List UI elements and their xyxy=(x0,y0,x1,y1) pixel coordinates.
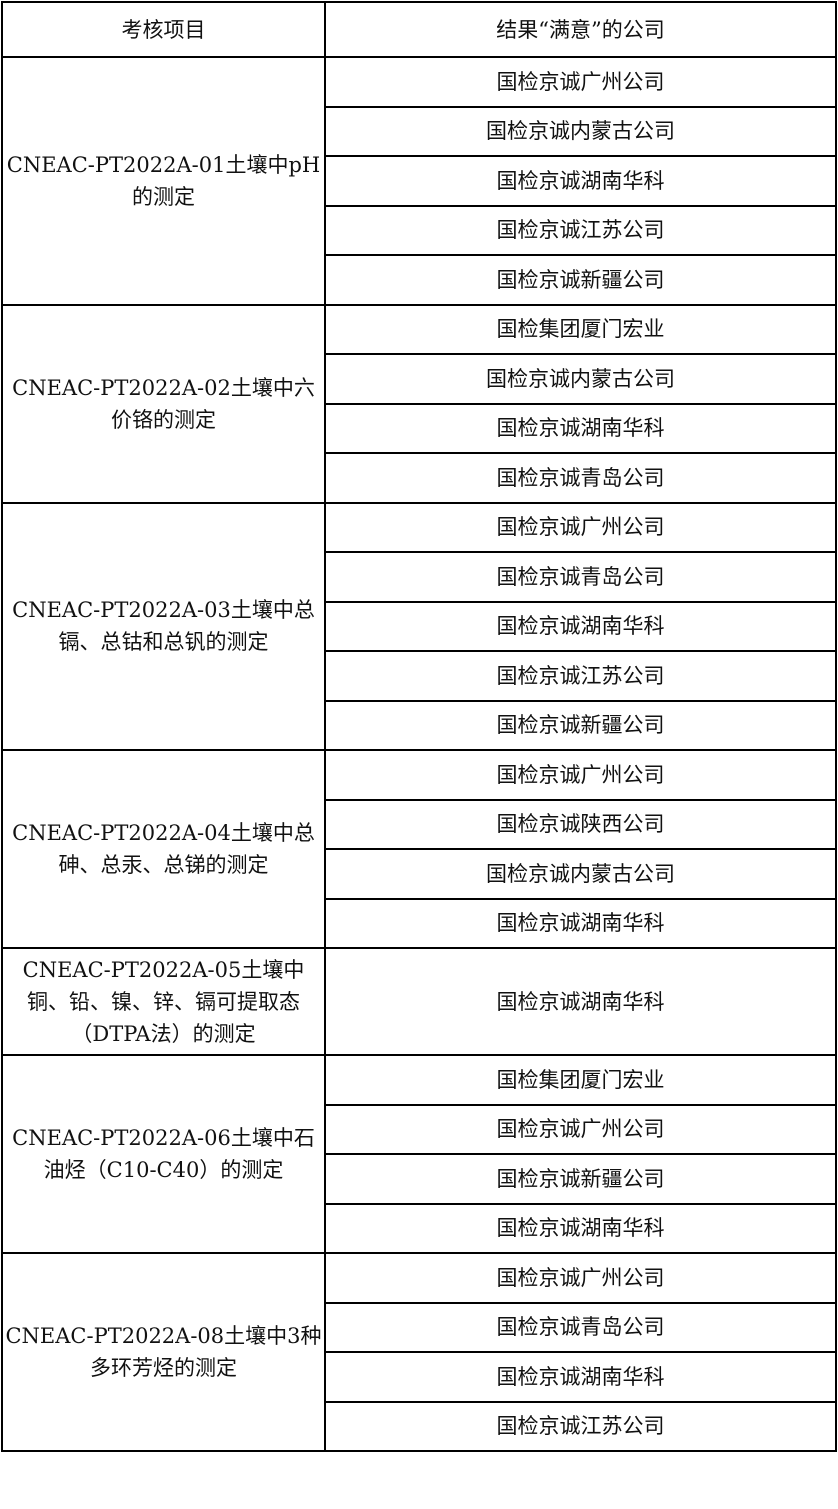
table-row: 国检京诚江苏公司 xyxy=(2,650,837,702)
table-row: 国检京诚青岛公司 xyxy=(2,452,837,504)
table-row: 国检京诚内蒙古公司 xyxy=(2,105,837,157)
table-row: 国检京诚湖南华科 xyxy=(2,600,837,652)
company-cell: 国检京诚内蒙古公司 xyxy=(324,105,837,157)
header-result: 结果“满意”的公司 xyxy=(324,1,837,58)
company-cell: 国检京诚湖南华科 xyxy=(324,155,837,207)
company-cell: 国检京诚广州公司 xyxy=(324,1103,837,1155)
table-row: 国检京诚湖南华科 xyxy=(2,1351,837,1403)
company-cell: 国检京诚青岛公司 xyxy=(324,452,837,504)
company-cell: 国检京诚湖南华科 xyxy=(324,402,837,454)
company-cell: 国检京诚新疆公司 xyxy=(324,1153,837,1205)
company-cell: 国检京诚内蒙古公司 xyxy=(324,353,837,405)
company-cell: 国检京诚湖南华科 xyxy=(324,1351,837,1403)
table-row: 国检京诚江苏公司 xyxy=(2,204,837,256)
company-cell: 国检京诚广州公司 xyxy=(324,1252,837,1304)
assessment-item: CNEAC-PT2022A-02土壤中六价铬的测定 xyxy=(1,303,326,504)
company-cell: 国检京诚新疆公司 xyxy=(324,254,837,306)
table-row: 国检京诚新疆公司 xyxy=(2,1153,837,1205)
table-row: 国检京诚内蒙古公司 xyxy=(2,848,837,900)
assessment-item: CNEAC-PT2022A-04土壤中总砷、总汞、总锑的测定 xyxy=(1,749,326,949)
table-row: CNEAC-PT2022A-08土壤中3种多环芳烃的测定 国检京诚广州公司 xyxy=(1,1252,837,1452)
company-cell: 国检京诚江苏公司 xyxy=(324,1400,837,1452)
table-row: CNEAC-PT2022A-06土壤中石油烃（C10-C40）的测定 国检集团厦门… xyxy=(1,1054,837,1254)
company-cell: 国检京诚内蒙古公司 xyxy=(324,848,837,900)
company-cell: 国检京诚湖南华科 xyxy=(324,1202,837,1254)
table-row: 国检京诚湖南华科 xyxy=(2,1202,837,1254)
company-cell: 国检京诚江苏公司 xyxy=(324,204,837,256)
assessment-item: CNEAC-PT2022A-03土壤中总镉、总钴和总钒的测定 xyxy=(1,501,326,751)
table-row: CNEAC-PT2022A-01土壤中pH的测定 国检京诚广州公司 xyxy=(1,56,837,306)
company-cell: 国检集团厦门宏业 xyxy=(324,1054,837,1106)
table-row: CNEAC-PT2022A-03土壤中总镉、总钴和总钒的测定 国检京诚广州公司 xyxy=(1,501,837,751)
table-row: 国检京诚新疆公司 xyxy=(2,699,837,751)
table-row: 国检京诚湖南华科 xyxy=(2,155,837,207)
header-row: 考核项目 结果“满意”的公司 xyxy=(1,1,837,58)
table-row: CNEAC-PT2022A-04土壤中总砷、总汞、总锑的测定 国检京诚广州公司 xyxy=(1,749,837,949)
company-cell: 国检京诚江苏公司 xyxy=(324,650,837,702)
table-row: CNEAC-PT2022A-02土壤中六价铬的测定 国检集团厦门宏业 xyxy=(1,303,837,504)
table-row: 国检京诚湖南华科 xyxy=(2,897,837,949)
table-row: 国检京诚新疆公司 xyxy=(2,254,837,306)
assessment-item: CNEAC-PT2022A-05土壤中铜、铅、镍、锌、镉可提取态（DTPA法）的… xyxy=(1,947,326,1056)
company-cell: 国检京诚湖南华科 xyxy=(324,897,837,949)
company-cell: 国检京诚广州公司 xyxy=(324,501,837,553)
company-cell: 国检京诚广州公司 xyxy=(324,56,837,108)
assessment-item: CNEAC-PT2022A-08土壤中3种多环芳烃的测定 xyxy=(1,1252,326,1452)
company-cell: 国检京诚青岛公司 xyxy=(324,551,837,603)
results-table: 考核项目 结果“满意”的公司 CNEAC-PT2022A-01土壤中pH的测定国… xyxy=(1,1,837,1452)
table-row: 国检京诚湖南华科 xyxy=(2,402,837,454)
table-row: 国检京诚青岛公司 xyxy=(2,1301,837,1353)
company-cell: 国检京诚青岛公司 xyxy=(324,1301,837,1353)
company-cell: 国检京诚陕西公司 xyxy=(324,798,837,850)
company-cell: 国检集团厦门宏业 xyxy=(324,303,837,355)
assessment-item: CNEAC-PT2022A-06土壤中石油烃（C10-C40）的测定 xyxy=(1,1054,326,1254)
company-cell: 国检京诚湖南华科 xyxy=(324,947,837,1056)
assessment-item: CNEAC-PT2022A-01土壤中pH的测定 xyxy=(1,56,326,306)
table-row: 国检京诚青岛公司 xyxy=(2,551,837,603)
company-cell: 国检京诚广州公司 xyxy=(324,749,837,801)
table-row: 国检京诚广州公司 xyxy=(2,1103,837,1155)
table-row: 国检京诚内蒙古公司 xyxy=(2,353,837,405)
company-cell: 国检京诚新疆公司 xyxy=(324,699,837,751)
table-row: CNEAC-PT2022A-05土壤中铜、铅、镍、锌、镉可提取态（DTPA法）的… xyxy=(1,947,837,1056)
table-row: 国检京诚陕西公司 xyxy=(2,798,837,850)
company-cell: 国检京诚湖南华科 xyxy=(324,600,837,652)
header-item: 考核项目 xyxy=(1,1,326,58)
table-row: 国检京诚江苏公司 xyxy=(2,1400,837,1452)
